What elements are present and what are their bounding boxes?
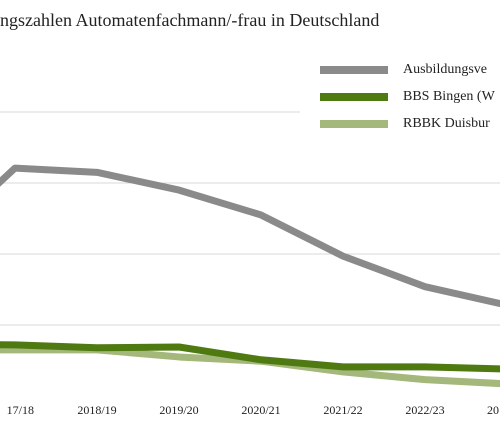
series-line <box>0 346 500 388</box>
x-tick-label: 2018/19 <box>77 403 116 417</box>
x-tick-label: 2020/21 <box>241 403 280 417</box>
series-line <box>0 341 500 373</box>
series-line <box>0 164 500 308</box>
x-tick-label: 2022/23 <box>405 403 444 417</box>
legend-label: RBBK Duisbur <box>403 116 490 131</box>
legend-label: Ausbildungsve <box>403 62 487 77</box>
chart-title: ngszahlen Automatenfachmann/-frau in Deu… <box>0 10 379 30</box>
x-tick-label: 2019/20 <box>159 403 198 417</box>
legend-label: BBS Bingen (W <box>403 89 496 104</box>
x-tick-label: 17/18 <box>7 403 34 417</box>
x-tick-label: 2021/22 <box>323 403 362 417</box>
x-tick-label: 20 <box>487 403 499 417</box>
